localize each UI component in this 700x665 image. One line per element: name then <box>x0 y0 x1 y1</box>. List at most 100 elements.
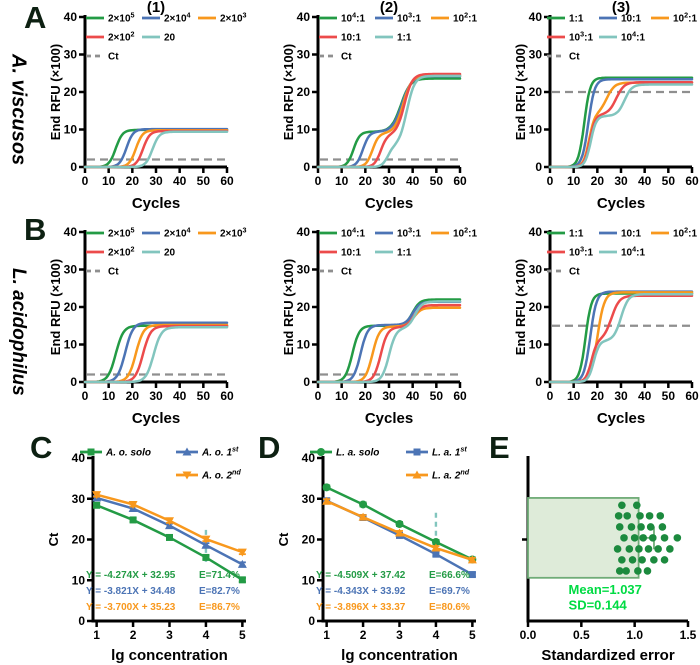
svg-text:Ct: Ct <box>341 52 352 63</box>
chart-b2-amplification-ratio: 0 10 20 30 40 50 60 0 10 20 30 40 Cycles End RFU (×10… <box>271 215 503 433</box>
svg-text:30: 30 <box>302 492 316 506</box>
svg-text:60: 60 <box>453 174 467 188</box>
svg-text:Y = -3.700X + 35.23: Y = -3.700X + 35.23 <box>86 602 176 613</box>
svg-text:E=71.4%: E=71.4% <box>199 570 240 581</box>
svg-text:4: 4 <box>433 628 440 642</box>
svg-text:Ct: Ct <box>276 532 291 546</box>
svg-text:103:1: 103:1 <box>569 245 593 259</box>
svg-text:30: 30 <box>382 174 396 188</box>
svg-text:10: 10 <box>335 389 349 403</box>
svg-text:20: 20 <box>591 174 605 188</box>
svg-text:104:1: 104:1 <box>621 30 645 44</box>
svg-text:10: 10 <box>335 174 349 188</box>
svg-text:Y = -4.509X + 37.42: Y = -4.509X + 37.42 <box>316 570 406 581</box>
svg-text:50: 50 <box>430 389 444 403</box>
svg-text:10:1: 10:1 <box>341 33 361 44</box>
svg-text:0: 0 <box>303 375 310 389</box>
svg-text:30: 30 <box>614 174 628 188</box>
svg-text:102:1: 102:1 <box>453 11 477 25</box>
svg-text:Cycles: Cycles <box>132 195 180 212</box>
svg-text:Cycles: Cycles <box>597 195 645 212</box>
svg-text:40: 40 <box>406 389 420 403</box>
svg-text:2×102: 2×102 <box>108 30 135 44</box>
svg-text:40: 40 <box>173 389 187 403</box>
svg-text:E=86.7%: E=86.7% <box>199 602 240 613</box>
svg-text:End RFU (×100): End RFU (×100) <box>281 259 296 355</box>
svg-text:0: 0 <box>303 160 310 174</box>
svg-text:0: 0 <box>78 614 85 628</box>
svg-text:10: 10 <box>102 174 116 188</box>
svg-text:Ct: Ct <box>108 267 119 278</box>
svg-text:104:1: 104:1 <box>341 11 365 25</box>
svg-text:A. o. 2nd: A. o. 2nd <box>201 468 241 482</box>
svg-text:1:1: 1:1 <box>397 33 412 44</box>
svg-text:1:1: 1:1 <box>569 14 584 25</box>
svg-text:40: 40 <box>173 174 187 188</box>
svg-text:Y = -4.274X + 32.95: Y = -4.274X + 32.95 <box>86 570 176 581</box>
svg-text:End RFU (×100): End RFU (×100) <box>513 259 528 355</box>
svg-text:0: 0 <box>547 174 554 188</box>
svg-text:A. o. 1st: A. o. 1st <box>201 445 239 459</box>
svg-text:E=80.6%: E=80.6% <box>429 602 470 613</box>
chart-a1-amplification-solo: 0 10 20 30 40 50 60 0 10 20 30 40 (1) Cycles End RFU (… <box>38 0 270 218</box>
svg-text:20: 20 <box>297 300 311 314</box>
svg-text:40: 40 <box>64 10 78 24</box>
panel-label-e: E <box>489 430 510 465</box>
svg-text:50: 50 <box>662 174 676 188</box>
svg-text:50: 50 <box>197 174 211 188</box>
svg-text:0: 0 <box>535 160 542 174</box>
svg-text:2×102: 2×102 <box>108 245 135 259</box>
svg-text:2×103: 2×103 <box>220 11 247 25</box>
svg-text:1: 1 <box>323 628 330 642</box>
svg-text:1:1: 1:1 <box>569 229 584 240</box>
svg-text:Y = -3.821X + 34.48: Y = -3.821X + 34.48 <box>86 586 176 597</box>
svg-text:End RFU (×100): End RFU (×100) <box>48 44 63 140</box>
chart-a3-amplification-ratio: 0 10 20 30 40 50 60 0 10 20 30 40 (3) Cycles End RFU (… <box>503 0 700 218</box>
chart-b1-amplification-solo: 0 10 20 30 40 50 60 0 10 20 30 40 Cycles End RFU (×10… <box>38 215 270 433</box>
svg-text:10: 10 <box>72 573 86 587</box>
svg-text:10: 10 <box>64 123 78 137</box>
svg-text:102:1: 102:1 <box>673 226 697 240</box>
svg-text:End RFU (×100): End RFU (×100) <box>281 44 296 140</box>
svg-text:Cycles: Cycles <box>365 195 413 212</box>
svg-text:2×103: 2×103 <box>220 226 247 240</box>
row-label-a-viscusos: A. viscusos <box>7 54 30 166</box>
svg-text:0: 0 <box>82 389 89 403</box>
svg-text:40: 40 <box>638 389 652 403</box>
svg-text:10: 10 <box>529 338 543 352</box>
svg-text:4: 4 <box>203 628 210 642</box>
svg-text:Y = -4.343X + 33.92: Y = -4.343X + 33.92 <box>316 586 406 597</box>
svg-text:Ct: Ct <box>108 52 119 63</box>
chart-a2-amplification-ratio: 0 10 20 30 40 50 60 0 10 20 30 40 (2) Cycles End RFU (… <box>271 0 503 218</box>
svg-text:10:1: 10:1 <box>621 229 641 240</box>
svg-text:60: 60 <box>220 174 234 188</box>
panel-label-a: A <box>24 0 47 35</box>
svg-text:1.0: 1.0 <box>626 628 643 642</box>
svg-text:End RFU (×100): End RFU (×100) <box>48 259 63 355</box>
svg-text:Ct: Ct <box>46 532 61 546</box>
svg-text:Cycles: Cycles <box>597 410 645 427</box>
svg-text:E=66.6%: E=66.6% <box>429 570 470 581</box>
svg-text:2×105: 2×105 <box>108 11 135 25</box>
svg-text:10: 10 <box>297 123 311 137</box>
svg-text:3: 3 <box>396 628 403 642</box>
svg-text:SD=0.144: SD=0.144 <box>569 598 628 613</box>
svg-text:Y = -3.896X + 33.37: Y = -3.896X + 33.37 <box>316 602 406 613</box>
svg-text:60: 60 <box>685 389 699 403</box>
svg-text:60: 60 <box>453 389 467 403</box>
svg-text:30: 30 <box>72 492 86 506</box>
svg-text:30: 30 <box>64 263 78 277</box>
svg-text:(2): (2) <box>380 0 398 16</box>
svg-text:3: 3 <box>166 628 173 642</box>
svg-text:10: 10 <box>302 573 316 587</box>
svg-text:104:1: 104:1 <box>621 245 645 259</box>
svg-text:20: 20 <box>302 533 316 547</box>
svg-text:lg concentration: lg concentration <box>111 647 228 664</box>
svg-text:30: 30 <box>529 48 543 62</box>
row-label-l-acidophilus: L. acidophilus <box>8 268 29 396</box>
chart-e-standardized-error: 0.0 0.5 1.0 1.5 Standardized error Mean=1.037… <box>495 430 700 665</box>
svg-text:40: 40 <box>72 451 86 465</box>
svg-text:20: 20 <box>591 389 605 403</box>
svg-text:1:1: 1:1 <box>397 248 412 259</box>
